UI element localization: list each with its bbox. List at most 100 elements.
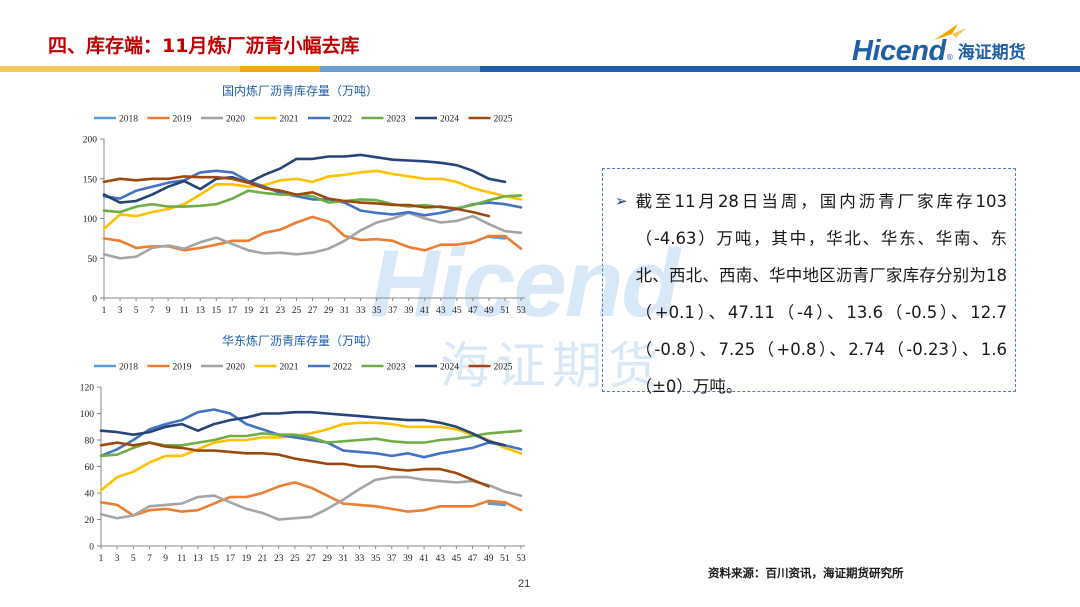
x-tick-label: 39 [403, 554, 413, 564]
x-tick-label: 33 [355, 554, 365, 564]
y-tick-label: 100 [80, 410, 95, 420]
charts-canvas: 国内炼厂沥青库存量（万吨）2018 2019 2020 2021 2022 2023 202… [80, 83, 526, 564]
x-tick-label: 43 [436, 306, 446, 316]
x-tick-label: 25 [292, 306, 302, 316]
x-tick-label: 17 [225, 554, 235, 564]
x-tick-label: 21 [260, 306, 270, 316]
legend-label: 2025 [494, 115, 513, 125]
data-source-note: 资料来源：百川资讯，海证期货研究所 [708, 566, 904, 580]
x-tick-label: 39 [404, 306, 414, 316]
series-line-2019 [99, 481, 523, 517]
x-tick-label: 29 [324, 306, 334, 316]
x-tick-label: 27 [306, 554, 316, 564]
legend-label: 2020 [226, 363, 245, 373]
header-band-segment [0, 66, 240, 72]
page-number: 21 [518, 578, 531, 590]
x-tick-label: 25 [290, 554, 300, 564]
header-band-segment [320, 66, 480, 72]
legend-label: 2019 [173, 363, 192, 373]
x-tick-label: 3 [115, 554, 120, 564]
y-tick-label: 50 [88, 255, 98, 265]
series-line-2018 [487, 502, 507, 507]
logo-registered: ® [945, 53, 954, 62]
legend-label: 2018 [119, 115, 138, 125]
x-tick-label: 9 [166, 306, 171, 316]
x-tick-label: 35 [371, 554, 381, 564]
x-tick-label: 47 [468, 306, 478, 316]
y-tick-label: 120 [80, 384, 95, 394]
x-tick-label: 23 [276, 306, 286, 316]
y-tick-label: 200 [83, 136, 98, 146]
logo-text-cn: 海证期货 [957, 43, 1026, 63]
header-band-segment [240, 66, 320, 72]
company-logo: Hicend ® 海证期货 [852, 24, 1026, 67]
x-tick-label: 31 [340, 306, 350, 316]
y-tick-label: 80 [85, 437, 95, 447]
series-line-2020 [99, 475, 523, 521]
legend-label: 2020 [226, 115, 245, 125]
arrow-bullet-icon: ➢ [615, 192, 628, 210]
legend-label: 2022 [333, 115, 352, 125]
x-tick-label: 31 [339, 554, 349, 564]
x-tick-label: 19 [242, 554, 252, 564]
legend-label: 2018 [119, 363, 138, 373]
x-tick-label: 49 [484, 554, 494, 564]
x-tick-label: 53 [516, 554, 526, 564]
x-tick-label: 13 [193, 554, 203, 564]
legend-label: 2019 [173, 115, 192, 125]
legend-label: 2022 [333, 363, 352, 373]
series-line-2022 [102, 169, 523, 217]
x-tick-label: 7 [147, 554, 152, 564]
x-tick-label: 19 [244, 306, 254, 316]
y-tick-label: 150 [83, 175, 98, 185]
legend-label: 2021 [280, 363, 299, 373]
page-title: 四、库存端：11月炼厂沥青小幅去库 [48, 35, 360, 57]
series-line-2021 [99, 421, 523, 492]
x-tick-label: 9 [163, 554, 168, 564]
x-tick-label: 33 [356, 306, 366, 316]
chart-title: 华东炼厂沥青库存量（万吨） [222, 333, 378, 348]
x-tick-label: 47 [468, 554, 478, 564]
summary-textbox: ➢ 截至11月28日当周，国内沥青厂家库存103（-4.63）万吨，其中，华北、… [602, 168, 1016, 396]
x-tick-label: 41 [420, 306, 430, 316]
x-tick-label: 23 [274, 554, 284, 564]
x-tick-label: 5 [134, 306, 139, 316]
series-line-2020 [102, 211, 523, 260]
legend-label: 2023 [387, 115, 406, 125]
logo-swoosh-icon [934, 24, 966, 40]
x-tick-label: 51 [500, 306, 510, 316]
series-line-2023 [99, 429, 523, 458]
x-tick-label: 5 [131, 554, 136, 564]
legend-label: 2025 [494, 363, 513, 373]
x-tick-label: 15 [212, 306, 222, 316]
x-tick-label: 45 [452, 306, 462, 316]
x-tick-label: 15 [209, 554, 219, 564]
x-tick-label: 43 [435, 554, 445, 564]
x-tick-label: 7 [150, 306, 155, 316]
x-tick-label: 13 [195, 306, 205, 316]
y-tick-label: 20 [85, 516, 95, 526]
x-tick-label: 11 [177, 554, 186, 564]
x-tick-label: 35 [372, 306, 382, 316]
series-line-2024 [99, 410, 507, 447]
x-tick-label: 49 [484, 306, 494, 316]
x-tick-label: 37 [387, 554, 397, 564]
x-tick-label: 37 [388, 306, 398, 316]
x-tick-label: 51 [500, 554, 510, 564]
header-band-segment [480, 66, 1080, 72]
legend-label: 2021 [280, 115, 299, 125]
x-tick-label: 3 [118, 306, 123, 316]
x-tick-label: 53 [516, 306, 526, 316]
x-tick-label: 27 [308, 306, 318, 316]
logo-text-en: Hicend [852, 35, 946, 67]
y-tick-label: 0 [89, 543, 94, 553]
series-line-2025 [102, 175, 491, 218]
x-tick-label: 41 [419, 554, 429, 564]
x-tick-label: 1 [102, 306, 107, 316]
x-tick-label: 29 [322, 554, 332, 564]
legend-label: 2024 [440, 115, 459, 125]
y-tick-label: 100 [83, 215, 98, 225]
x-tick-label: 21 [258, 554, 268, 564]
legend-label: 2023 [387, 363, 406, 373]
legend-label: 2024 [440, 363, 459, 373]
